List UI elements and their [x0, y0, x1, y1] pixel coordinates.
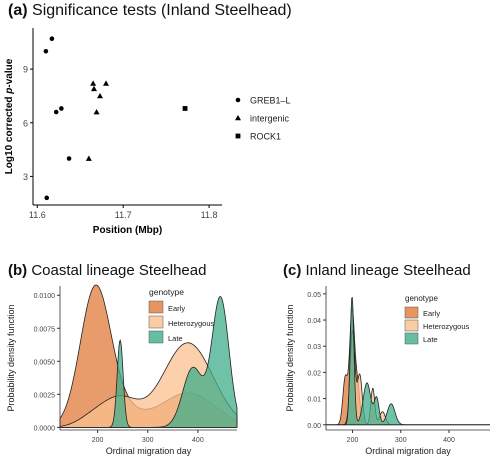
c-legend-key-heterozygous	[404, 319, 419, 332]
a-point-circle	[59, 106, 64, 111]
a-point-circle	[53, 109, 59, 115]
a-y-axis-label-part: Log10 corrected	[4, 94, 15, 175]
c-x-tick-label: 200	[347, 437, 359, 444]
panel-b-title: (b) Coastal lineage Steelhead	[8, 262, 206, 279]
b-y-tick-label: 0.0000	[34, 425, 56, 432]
c-y-tick-label: 0.02	[307, 370, 321, 377]
c-legend-label: Heterozygous	[423, 322, 470, 331]
c-density-late	[326, 296, 490, 426]
b-x-axis-label: Ordinal migration day	[106, 446, 192, 456]
a-legend-label: ROCK1	[250, 132, 281, 142]
a-point-triangle	[97, 92, 104, 99]
a-point-triangle	[103, 80, 110, 86]
b-x-tick-label: 300	[142, 437, 154, 444]
a-point-circle	[44, 195, 50, 201]
a-y-axis-label-part: -value	[4, 58, 15, 87]
a-y-axis-label: Log10 corrected p-value	[4, 58, 15, 174]
b-y-tick-label: 0.0025	[34, 392, 56, 399]
c-y-tick-label: 0.04	[307, 318, 321, 325]
c-x-tick-label: 300	[395, 437, 407, 444]
c-y-axis-label: Probability density function	[285, 304, 295, 411]
a-y-tick-label: 6	[23, 118, 28, 128]
a-y-tick-label: 3	[23, 172, 28, 182]
c-legend-label: Early	[423, 309, 440, 318]
a-point-triangle	[93, 109, 100, 115]
panel-a-title: (a) Significance tests (Inland Steelhead…	[8, 2, 292, 20]
panel-a-letter: (a)	[8, 2, 28, 19]
b-density-late	[60, 296, 238, 428]
c-y-tick-label: 0.00	[307, 423, 321, 430]
b-legend-label: Late	[168, 334, 183, 343]
a-y-tick-label: 9	[23, 65, 28, 75]
panel-c-title-text: Inland lineage Steelhead	[305, 262, 471, 279]
c-legend-key-late	[404, 332, 419, 345]
a-point-circle	[43, 48, 49, 54]
b-legend-key-late	[148, 330, 164, 344]
a-legend-label: GREB1–L	[250, 96, 291, 106]
b-x-tick-label: 200	[92, 437, 104, 444]
panel-b-title-text: Coastal lineage Steelhead	[31, 262, 207, 279]
panel-c-letter: (c)	[283, 262, 302, 279]
a-point-circle	[66, 156, 72, 161]
b-y-tick-label: 0.0100	[34, 293, 56, 300]
a-legend-key-circle	[235, 97, 241, 103]
b-x-tick-label: 400	[192, 437, 204, 444]
c-legend-key-early	[404, 306, 419, 319]
a-legend-key-square	[235, 133, 241, 139]
panel-a-title-text: Significance tests (Inland Steelhead)	[32, 2, 292, 19]
c-legend-label: Late	[423, 335, 438, 344]
a-x-tick-label: 11.6	[29, 210, 46, 220]
panel-b-letter: (b)	[8, 262, 28, 279]
panel-c-title: (c) Inland lineage Steelhead	[283, 262, 471, 279]
a-legend-key-triangle	[235, 115, 241, 121]
a-point-square	[182, 106, 188, 111]
b-y-tick-label: 0.0075	[34, 326, 56, 333]
b-legend-key-heterozygous	[148, 315, 164, 329]
a-x-axis-label: Position (Mbp)	[93, 225, 162, 236]
c-y-tick-label: 0.05	[307, 292, 321, 299]
b-legend-label: Early	[168, 304, 185, 313]
c-x-axis-label: Ordinal migration day	[365, 446, 451, 456]
c-legend-title: genotype	[405, 294, 438, 303]
c-x-tick-label: 400	[443, 437, 455, 444]
b-legend-key-early	[148, 300, 164, 314]
a-legend-label: intergenic	[250, 114, 290, 124]
a-x-tick-label: 11.7	[115, 210, 132, 220]
a-x-tick-label: 11.8	[201, 210, 218, 220]
a-y-axis-label-italic: p	[4, 88, 15, 95]
b-legend-title: genotype	[149, 287, 184, 297]
a-point-triangle	[85, 155, 92, 161]
a-point-circle	[49, 36, 55, 42]
b-y-axis-label: Probability density function	[6, 304, 16, 411]
a-point-triangle	[90, 80, 97, 86]
c-y-tick-label: 0.01	[307, 397, 321, 404]
b-legend-label: Heterozygous	[168, 319, 215, 328]
a-point-triangle	[90, 85, 97, 92]
b-y-tick-label: 0.0050	[34, 359, 56, 366]
c-y-tick-label: 0.03	[307, 344, 321, 351]
